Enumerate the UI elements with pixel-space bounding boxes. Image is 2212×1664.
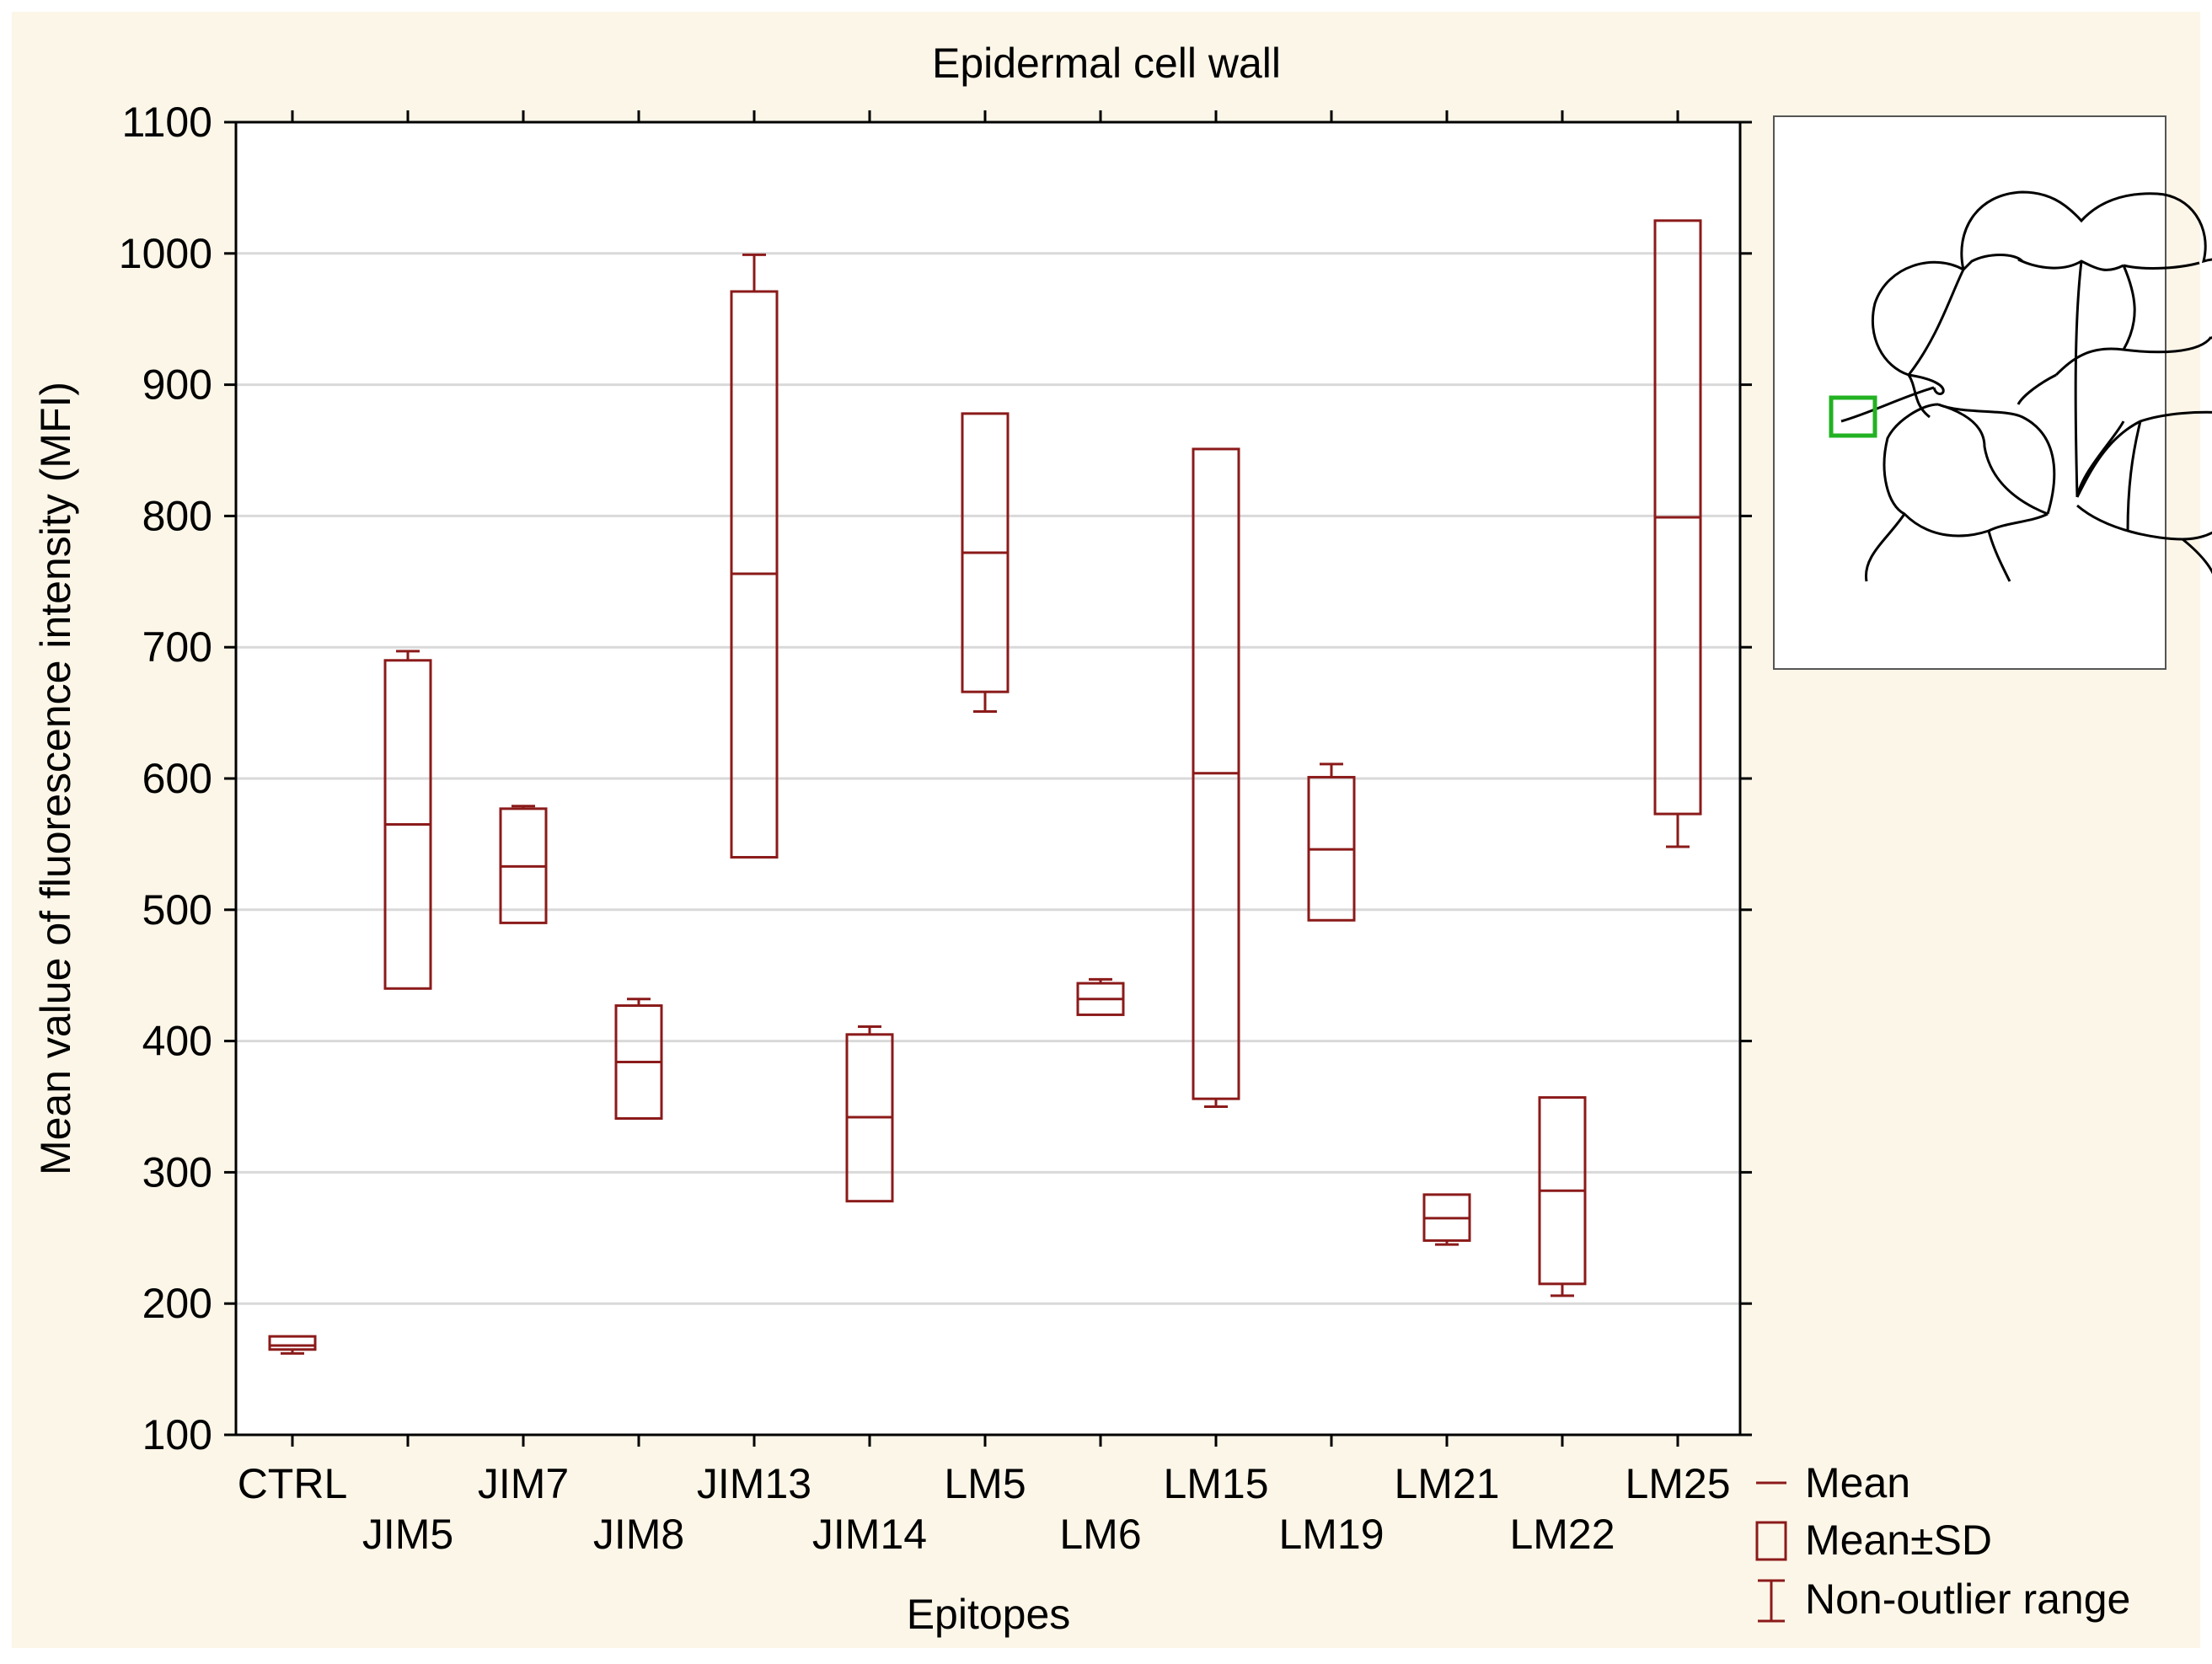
x-tick-label: LM6 bbox=[1059, 1511, 1141, 1558]
legend-sd-symbol bbox=[1755, 1521, 1787, 1561]
box-lm15 bbox=[1192, 447, 1240, 1108]
x-tick-label: LM5 bbox=[944, 1460, 1026, 1507]
y-tick-label: 1100 bbox=[121, 99, 212, 146]
x-tick-label: LM19 bbox=[1278, 1511, 1384, 1558]
x-tick-label: LM21 bbox=[1394, 1460, 1499, 1507]
y-tick-label: 1000 bbox=[119, 230, 212, 277]
y-tick-label: 600 bbox=[142, 755, 212, 802]
y-tick-label: 400 bbox=[142, 1018, 212, 1065]
inset-border bbox=[1773, 115, 2166, 670]
box-lm22 bbox=[1538, 1096, 1587, 1297]
y-tick-label: 800 bbox=[142, 492, 212, 539]
x-tick-label: CTRL bbox=[238, 1460, 348, 1507]
highlight-box bbox=[1829, 395, 1877, 438]
box-lm25 bbox=[1653, 219, 1702, 848]
legend-label: Non-outlier range bbox=[1805, 1576, 2130, 1623]
y-axis-label: Mean value of fluorescence intensity (MF… bbox=[32, 382, 79, 1175]
inset-anther-diagram bbox=[1773, 115, 2212, 670]
x-tick-label: LM25 bbox=[1625, 1460, 1730, 1507]
x-tick-label: JIM13 bbox=[697, 1460, 811, 1507]
legend-label: Mean±SD bbox=[1805, 1517, 1992, 1564]
box-series bbox=[268, 219, 1702, 1355]
box-jim13 bbox=[730, 253, 779, 859]
box-jim7 bbox=[499, 805, 548, 924]
x-tick-label: JIM14 bbox=[812, 1511, 927, 1558]
box-jim14 bbox=[845, 1025, 894, 1203]
box-ctrl bbox=[268, 1335, 317, 1355]
anther-outline bbox=[1840, 190, 2212, 582]
grid-lines bbox=[236, 252, 1740, 1305]
x-tick-label: JIM5 bbox=[362, 1511, 453, 1558]
y-tick-label: 500 bbox=[142, 886, 212, 934]
plot-frame bbox=[234, 120, 1742, 1437]
legend: Mean Mean±SD Non-outlier range bbox=[1755, 1459, 2130, 1623]
box-lm5 bbox=[961, 412, 1010, 714]
x-tick-label: JIM8 bbox=[593, 1511, 684, 1558]
y-axis: 100 200 300 400 500 600 700 800 900 1000 1100 bbox=[119, 99, 1752, 1458]
y-tick-label: 300 bbox=[142, 1148, 212, 1196]
box-lm21 bbox=[1422, 1193, 1471, 1246]
y-tick-label: 200 bbox=[142, 1280, 212, 1327]
x-axis-label: Epitopes bbox=[907, 1591, 1071, 1638]
x-tick-label: LM22 bbox=[1509, 1511, 1615, 1558]
x-tick-label: LM15 bbox=[1163, 1460, 1268, 1507]
box-lm6 bbox=[1076, 977, 1125, 1016]
legend-label: Mean bbox=[1805, 1459, 1910, 1506]
y-tick-label: 100 bbox=[142, 1411, 212, 1458]
box-jim8 bbox=[614, 998, 663, 1121]
box-jim5 bbox=[383, 650, 432, 990]
box-lm19 bbox=[1307, 762, 1356, 922]
y-tick-label: 900 bbox=[142, 361, 212, 409]
x-tick-label: JIM7 bbox=[478, 1460, 569, 1507]
y-tick-label: 700 bbox=[142, 623, 212, 671]
chart-title: Epidermal cell wall bbox=[932, 40, 1281, 87]
